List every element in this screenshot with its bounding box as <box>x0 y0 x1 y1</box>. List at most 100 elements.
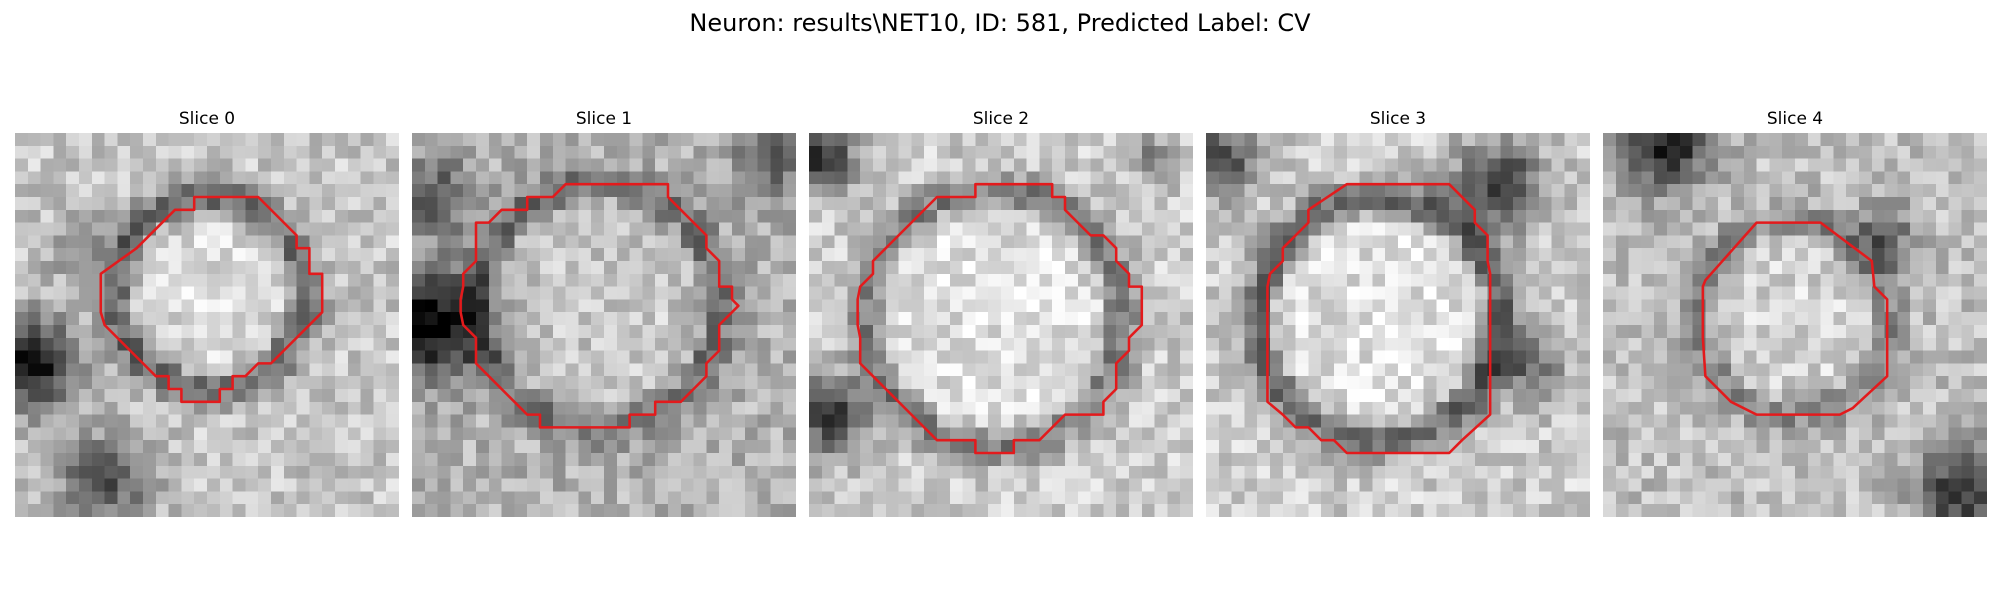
pixel <box>1667 376 1681 390</box>
pixel <box>296 453 310 467</box>
pixel <box>732 440 746 454</box>
pixel <box>1039 171 1053 185</box>
pixel <box>1667 184 1681 198</box>
pixel <box>347 312 361 326</box>
pixel <box>27 312 41 326</box>
pixel <box>1385 133 1399 147</box>
pixel <box>1884 286 1898 300</box>
pixel <box>1667 273 1681 287</box>
pixel <box>53 312 67 326</box>
pixel <box>1013 299 1027 313</box>
pixel <box>1270 197 1284 211</box>
pixel <box>706 261 720 275</box>
pixel <box>1884 478 1898 492</box>
pixel <box>591 158 605 172</box>
pixel <box>1334 491 1348 505</box>
pixel <box>1436 376 1450 390</box>
pixel <box>476 248 490 262</box>
pixel <box>335 171 349 185</box>
pixel <box>1820 376 1834 390</box>
pixel <box>1013 312 1027 326</box>
pixel <box>591 376 605 390</box>
pixel <box>91 171 105 185</box>
pixel <box>501 376 515 390</box>
pixel <box>655 427 669 441</box>
pixel <box>1577 465 1590 479</box>
pixel <box>1615 312 1629 326</box>
pixel <box>412 427 426 441</box>
pixel <box>732 133 746 147</box>
pixel <box>1103 337 1117 351</box>
pixel <box>386 350 399 364</box>
pixel <box>1039 389 1053 403</box>
pixel <box>91 427 105 441</box>
pixel <box>1500 440 1514 454</box>
pixel <box>1103 184 1117 198</box>
pixel <box>488 350 502 364</box>
pixel <box>1795 261 1809 275</box>
pixel <box>53 197 67 211</box>
pixel <box>1769 299 1783 313</box>
pixel <box>347 158 361 172</box>
pixel <box>1359 325 1373 339</box>
pixel <box>1231 337 1245 351</box>
pixel <box>552 465 566 479</box>
pixel <box>1603 133 1617 147</box>
pixel <box>488 312 502 326</box>
pixel <box>527 491 541 505</box>
pixel <box>66 184 80 198</box>
pixel <box>1474 465 1488 479</box>
pixel <box>706 465 720 479</box>
pixel <box>693 491 707 505</box>
pixel <box>719 440 733 454</box>
pixel <box>104 222 118 236</box>
pixel <box>1474 197 1488 211</box>
slice-panel-3: Slice 3 <box>1206 108 1590 517</box>
pixel <box>15 312 29 326</box>
pixel <box>1436 248 1450 262</box>
pixel <box>1090 350 1104 364</box>
pixel <box>1910 453 1924 467</box>
pixel <box>1474 158 1488 172</box>
pixel <box>168 465 182 479</box>
pixel <box>1206 350 1220 364</box>
pixel <box>130 312 144 326</box>
pixel <box>335 197 349 211</box>
pixel <box>847 184 861 198</box>
pixel <box>757 312 771 326</box>
pixel <box>1218 286 1232 300</box>
pixel <box>1218 491 1232 505</box>
pixel <box>91 401 105 415</box>
pixel <box>1321 453 1335 467</box>
pixel <box>501 145 515 159</box>
pixel <box>1039 209 1053 223</box>
pixel <box>322 491 336 505</box>
pixel <box>322 325 336 339</box>
pixel <box>1231 235 1245 249</box>
pixel <box>1334 325 1348 339</box>
pixel <box>1270 286 1284 300</box>
pixel <box>540 184 554 198</box>
pixel <box>1756 453 1770 467</box>
pixel <box>1052 465 1066 479</box>
pixel <box>245 414 259 428</box>
pixel <box>1423 478 1437 492</box>
pixel <box>1500 286 1514 300</box>
slice-title-4: Slice 4 <box>1766 109 1824 129</box>
pixel <box>1641 504 1655 517</box>
pixel <box>40 133 54 147</box>
pixel <box>937 248 951 262</box>
pixel <box>693 504 707 517</box>
pixel <box>1321 235 1335 249</box>
pixel <box>860 389 874 403</box>
pixel <box>693 133 707 147</box>
pixel <box>1871 248 1885 262</box>
pixel <box>347 414 361 428</box>
pixel <box>1948 376 1962 390</box>
pixel <box>1334 337 1348 351</box>
pixel <box>770 158 784 172</box>
pixel <box>514 286 528 300</box>
pixel <box>1705 171 1719 185</box>
pixel <box>450 478 464 492</box>
pixel <box>1628 286 1642 300</box>
